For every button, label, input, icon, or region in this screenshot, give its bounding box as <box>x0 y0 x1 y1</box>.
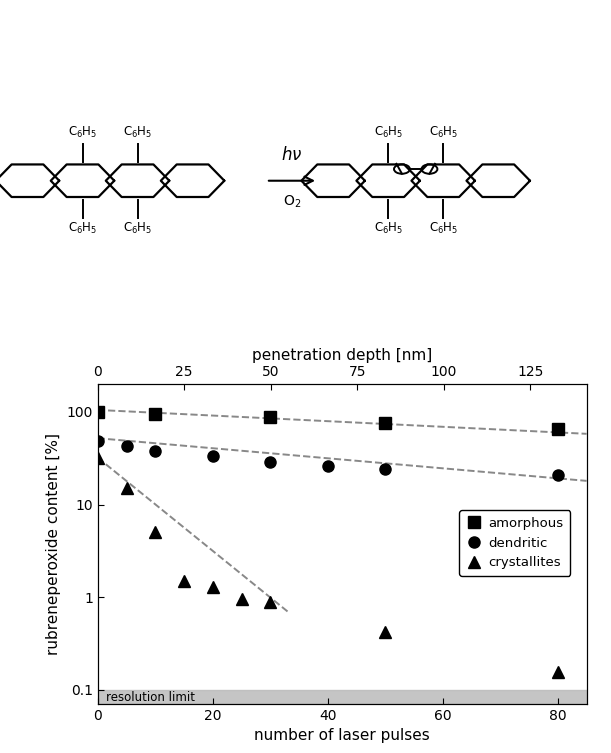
Text: $\mathsf{C_6H_5}$: $\mathsf{C_6H_5}$ <box>68 221 97 236</box>
Text: $\mathsf{C_6H_5}$: $\mathsf{C_6H_5}$ <box>428 221 458 236</box>
crystallites <box>266 598 274 607</box>
Legend: amorphous, dendritic, crystallites: amorphous, dendritic, crystallites <box>459 511 570 576</box>
crystallites <box>554 668 562 677</box>
X-axis label: penetration depth [nm]: penetration depth [nm] <box>252 348 433 363</box>
crystallites <box>123 483 130 492</box>
Bar <box>98 690 587 704</box>
dendritic <box>324 462 331 471</box>
dendritic <box>266 457 274 466</box>
Text: resolution limit: resolution limit <box>106 691 196 704</box>
Line: dendritic: dendritic <box>92 436 563 480</box>
Text: $\mathsf{C_6H_5}$: $\mathsf{C_6H_5}$ <box>68 125 97 140</box>
crystallites <box>152 528 159 537</box>
Line: crystallites: crystallites <box>92 452 563 678</box>
dendritic <box>152 447 159 456</box>
Text: $\mathsf{C_6H_5}$: $\mathsf{C_6H_5}$ <box>373 125 403 140</box>
crystallites <box>238 595 245 604</box>
crystallites <box>209 582 216 591</box>
dendritic <box>209 452 216 461</box>
dendritic <box>382 465 389 474</box>
crystallites <box>382 627 389 636</box>
Text: $\mathsf{C_6H_5}$: $\mathsf{C_6H_5}$ <box>123 125 152 140</box>
dendritic <box>94 437 101 446</box>
crystallites <box>94 453 101 462</box>
amorphous <box>382 419 389 428</box>
Y-axis label: rubreneperoxide content [%]: rubreneperoxide content [%] <box>46 433 61 655</box>
X-axis label: number of laser pulses: number of laser pulses <box>254 728 430 743</box>
amorphous <box>266 413 274 422</box>
Text: $\mathsf{O_2}$: $\mathsf{O_2}$ <box>283 194 301 210</box>
amorphous <box>152 410 159 419</box>
Text: $h\nu$: $h\nu$ <box>281 146 302 164</box>
Text: $\mathsf{C_6H_5}$: $\mathsf{C_6H_5}$ <box>428 125 458 140</box>
dendritic <box>554 470 562 479</box>
Text: $\mathsf{C_6H_5}$: $\mathsf{C_6H_5}$ <box>373 221 403 236</box>
dendritic <box>123 441 130 450</box>
crystallites <box>180 576 188 585</box>
Line: amorphous: amorphous <box>92 407 563 434</box>
Text: $\mathsf{C_6H_5}$: $\mathsf{C_6H_5}$ <box>123 221 152 236</box>
amorphous <box>554 425 562 434</box>
amorphous <box>94 407 101 416</box>
